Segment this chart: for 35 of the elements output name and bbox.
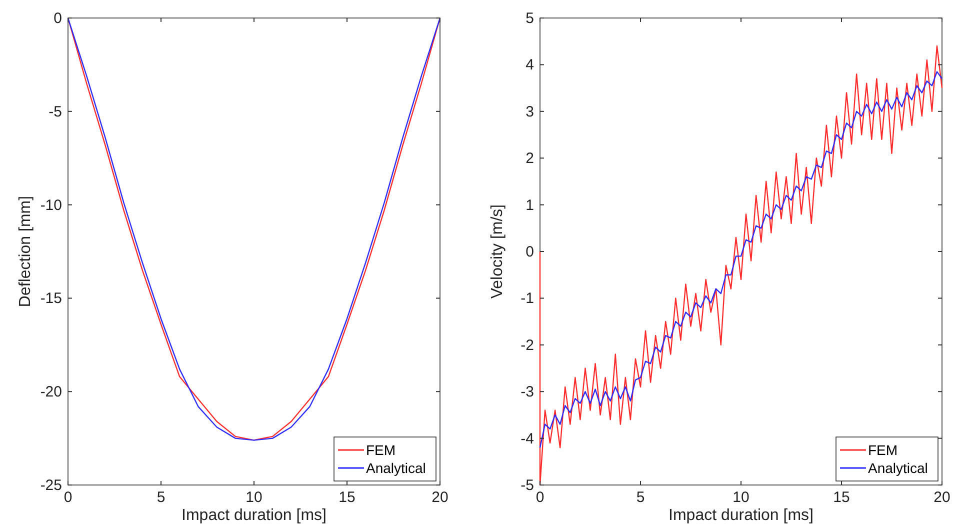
y-tick-label: -2 <box>520 336 534 354</box>
y-tick-label: 3 <box>526 103 534 120</box>
y-tick-label: -20 <box>40 384 62 401</box>
x-tick-label: 5 <box>636 489 645 506</box>
x-axis-title: Impact duration [ms] <box>668 507 814 524</box>
x-tick-label: 15 <box>338 489 356 506</box>
x-tick-label: 5 <box>156 489 166 506</box>
x-tick-label: 10 <box>246 489 262 506</box>
x-tick-label: 20 <box>934 489 950 506</box>
y-axis-title: Velocity [m/s] <box>489 204 506 299</box>
y-tick-label: -10 <box>40 196 62 214</box>
x-tick-label: 20 <box>432 489 448 506</box>
y-tick-label: 0 <box>54 10 62 27</box>
y-tick-label: 0 <box>526 244 534 260</box>
y-tick-label: -5 <box>48 103 62 120</box>
y-tick-label: 5 <box>526 10 534 27</box>
legend-label: FEM <box>868 442 898 458</box>
y-tick-label: -25 <box>40 477 62 494</box>
y-axis-title: Deflection [mm] <box>17 196 34 308</box>
y-tick-label: 2 <box>526 150 534 168</box>
legend-label: Analytical <box>366 460 426 476</box>
y-tick-label: -15 <box>40 290 62 308</box>
line-series <box>67 17 441 441</box>
legend-label: FEM <box>366 442 396 458</box>
x-tick-label: 15 <box>833 489 850 506</box>
y-tick-label: -1 <box>520 290 534 308</box>
legend-label: Analytical <box>868 460 928 476</box>
y-tick-label: 4 <box>526 56 534 74</box>
y-tick-label: -5 <box>520 477 534 494</box>
y-tick-label: -4 <box>520 430 534 448</box>
y-tick-label: 1 <box>526 196 534 214</box>
y-tick-label: -3 <box>520 384 534 401</box>
x-tick-label: 10 <box>732 489 750 506</box>
x-axis-title: Impact duration [ms] <box>182 507 326 524</box>
x-tick-label: 0 <box>64 489 72 506</box>
